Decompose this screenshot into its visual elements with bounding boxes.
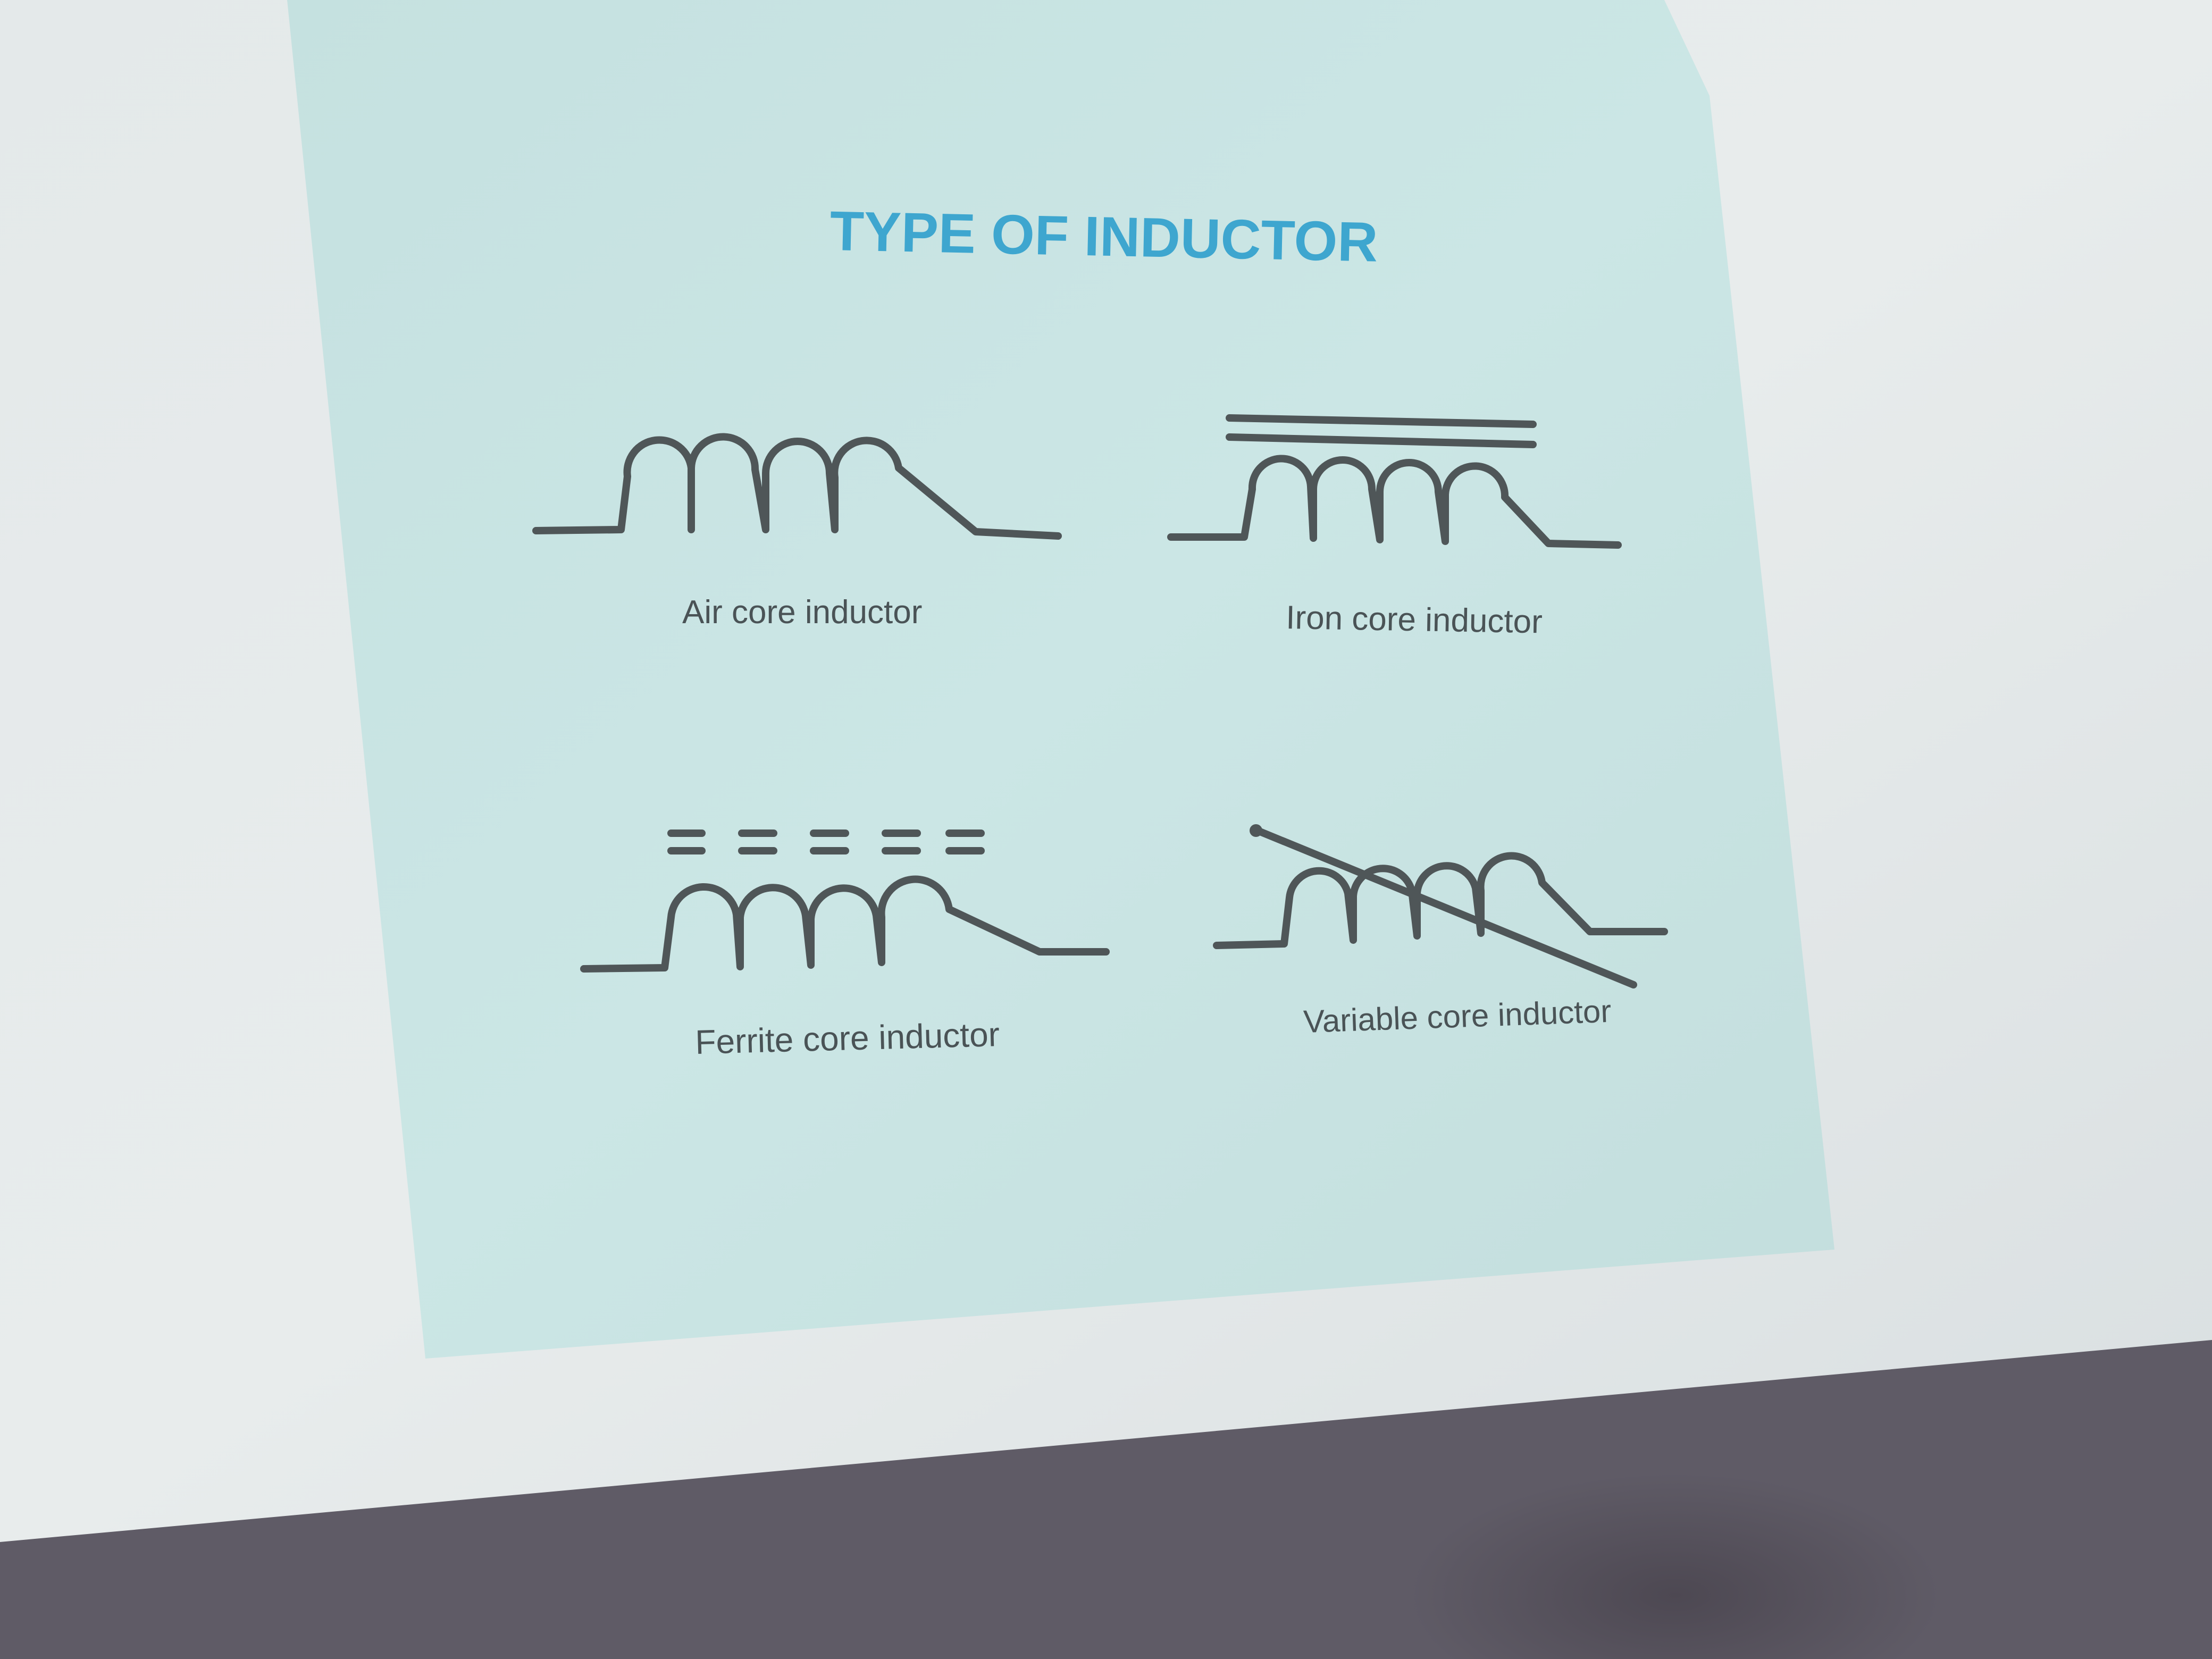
variable-arrow-shaft: [1251, 826, 1637, 988]
ferrite-core-label: Ferrite core inductor: [694, 1015, 1000, 1061]
variable-core-symbol: [1213, 824, 1668, 988]
air-core-label: Air core inductor: [682, 594, 922, 631]
slide: [287, 0, 1834, 1359]
variable-arrow-tip: [1250, 824, 1262, 837]
air-core-symbol: [532, 433, 1062, 540]
ferrite-core-symbol: [580, 830, 1110, 973]
slide-title: TYPE OF INDUCTOR: [830, 200, 1379, 274]
iron-core-symbol: [1167, 414, 1622, 549]
iron-core-label: Iron core inductor: [1286, 599, 1543, 640]
shadow: [1409, 1473, 1941, 1659]
iron-core-line-bottom: [1226, 433, 1537, 448]
iron-core-line-top: [1226, 414, 1537, 428]
